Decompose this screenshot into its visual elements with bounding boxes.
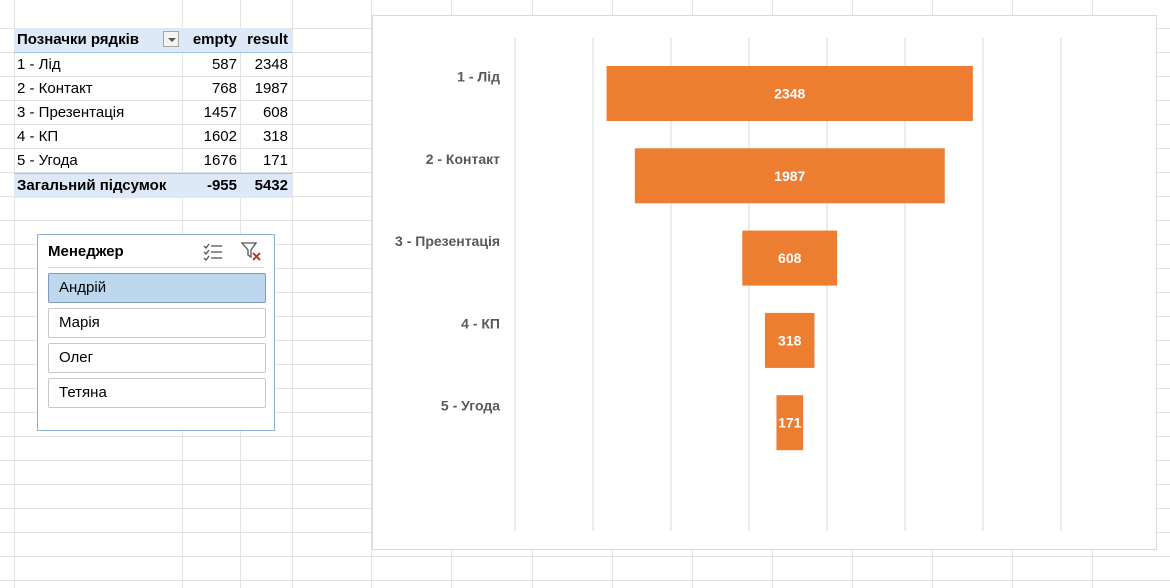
pivot-row-label: 5 - Угода — [17, 152, 78, 169]
pivot-row-result: 1987 — [254, 80, 288, 97]
pivot-row-result: 2348 — [254, 56, 288, 73]
category-label: 3 - Презентація — [395, 233, 500, 249]
funnel-bar[interactable] — [776, 395, 804, 451]
funnel-bar[interactable] — [634, 148, 945, 204]
pivot-row-empty: 768 — [211, 80, 237, 97]
pivot-row-label: 3 - Презентація — [17, 104, 125, 121]
data-label: 608 — [778, 250, 802, 266]
pivot-total-result: 5432 — [254, 177, 288, 194]
funnel-bar[interactable] — [606, 66, 973, 121]
pivot-total-row[interactable]: Загальний підсумок -955 5432 — [14, 173, 292, 198]
clear-filter-icon[interactable] — [240, 241, 262, 261]
pivot-row[interactable]: 5 - Угода 1676 171 — [14, 149, 292, 173]
data-label: 1987 — [774, 168, 805, 184]
data-label: 171 — [778, 415, 802, 431]
row-labels-dropdown-icon[interactable] — [163, 31, 179, 47]
manager-slicer[interactable]: Менеджер Андрій Марія Олег Тетяна — [37, 234, 275, 431]
funnel-chart[interactable]: 1 - Лід 2348 2 - Контакт 1987 3 - Презентаці… — [372, 15, 1157, 550]
pivot-row-label: 2 - Контакт — [17, 80, 93, 97]
slicer-title: Менеджер — [48, 243, 124, 260]
pivot-row-empty: 1676 — [203, 152, 237, 169]
pivot-row-result: 171 — [262, 152, 288, 169]
pivot-row-empty: 587 — [211, 56, 237, 73]
slicer-item-tetiana[interactable]: Тетяна — [48, 378, 266, 408]
slicer-item-mariia[interactable]: Марія — [48, 308, 266, 338]
pivot-row[interactable]: 4 - КП 1602 318 — [14, 125, 292, 149]
data-label: 318 — [778, 332, 802, 348]
pivot-header-row-labels: Позначки рядків — [17, 31, 139, 48]
category-label: 4 - КП — [461, 315, 500, 331]
pivot-total-label: Загальний підсумок — [17, 177, 167, 194]
category-label: 5 - Угода — [441, 398, 500, 414]
pivot-row[interactable]: 3 - Презентація 1457 608 — [14, 101, 292, 125]
multi-select-icon[interactable] — [202, 241, 224, 261]
pivot-row[interactable]: 1 - Лід 587 2348 — [14, 53, 292, 77]
pivot-row[interactable]: 2 - Контакт 768 1987 — [14, 77, 292, 101]
pivot-row-result: 608 — [262, 104, 288, 121]
pivot-header-result: result — [247, 31, 288, 48]
pivot-row-empty: 1457 — [203, 104, 237, 121]
funnel-bar[interactable] — [764, 312, 815, 368]
pivot-table: Позначки рядків empty result 1 - Лід 587… — [14, 28, 292, 198]
category-label: 2 - Контакт — [426, 151, 500, 167]
pivot-row-label: 4 - КП — [17, 128, 59, 145]
pivot-row-empty: 1602 — [203, 128, 237, 145]
pivot-header-empty: empty — [192, 31, 237, 48]
pivot-row-result: 318 — [262, 128, 288, 145]
pivot-header-row: Позначки рядків empty result — [14, 28, 292, 53]
slicer-item-andrii[interactable]: Андрій — [48, 273, 266, 303]
slicer-divider — [48, 267, 264, 268]
slicer-item-oleh[interactable]: Олег — [48, 343, 266, 373]
pivot-total-empty: -955 — [206, 177, 237, 194]
pivot-row-label: 1 - Лід — [17, 56, 61, 73]
chart-plot: 1 - Лід 2348 2 - Контакт 1987 3 - Презентаці… — [395, 38, 1062, 531]
data-label: 2348 — [774, 86, 805, 102]
category-label: 1 - Лід — [457, 69, 500, 85]
funnel-bar[interactable] — [742, 230, 838, 286]
